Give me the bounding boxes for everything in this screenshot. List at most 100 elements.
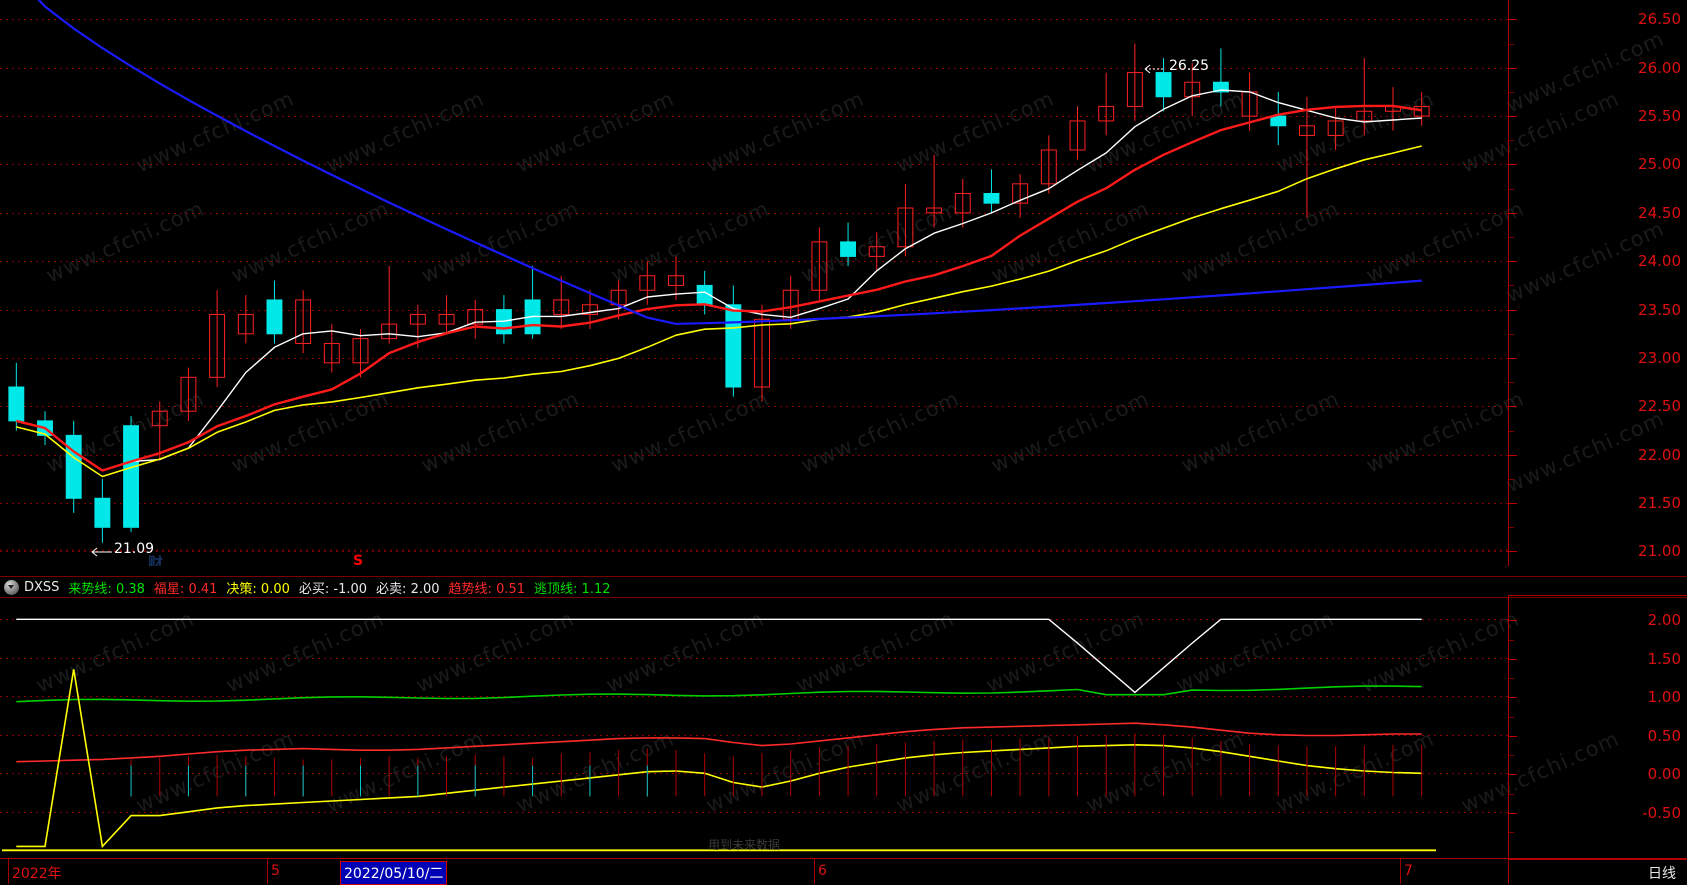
indicator-axis-label: 2.00 (1647, 611, 1681, 630)
price-axis-minor-tick (1509, 43, 1514, 45)
indicator-axis-label: -0.50 (1642, 803, 1681, 822)
indicator-axis-label: 0.00 (1647, 765, 1681, 784)
indicator-field-0: 来势线: 0.38 (68, 578, 144, 597)
dropdown-circle-icon[interactable] (4, 579, 19, 595)
period-label[interactable]: 日线 (1648, 866, 1676, 882)
indicator-axis-minor-tick (1509, 678, 1514, 679)
price-axis-tick (1509, 116, 1517, 118)
indicator-axis-minor-tick (1509, 639, 1514, 641)
price-axis-tick (1509, 357, 1517, 359)
sell-signal-marker: S (353, 553, 364, 566)
price-axis-tick (1509, 164, 1517, 166)
indicator-axis-minor-tick (1509, 755, 1514, 757)
price-axis-label: 23.50 (1638, 300, 1681, 319)
price-axis-minor-tick (1509, 527, 1514, 529)
indicator-field-3-label: 必买: (298, 581, 330, 597)
indicator-field-0-value: 0.38 (115, 581, 145, 597)
high-price-annotation: 26.25 (1169, 58, 1210, 74)
price-axis-tick (1509, 551, 1517, 553)
price-axis-minor-tick (1509, 91, 1514, 93)
price-axis-tick (1509, 261, 1517, 263)
indicator-y-axis[interactable]: -0.50 0.00 0.50 1.00 1.50 2.00 (1508, 595, 1687, 860)
indicator-field-5-label: 趋势线: (448, 581, 492, 597)
indicator-axis-tick (1509, 697, 1517, 699)
price-axis-label: 24.50 (1638, 203, 1681, 222)
price-axis-minor-tick (1509, 237, 1514, 239)
time-tick-3: 7 (1404, 863, 1413, 879)
price-y-axis[interactable]: 21.00 21.50 22.00 22.50 23.00 23.50 24.00 24.50… (1508, 0, 1687, 566)
price-axis-tick (1509, 406, 1517, 408)
indicator-axis-minor-tick (1509, 793, 1514, 795)
indicator-chart-pane[interactable]: 用到未来数据 (0, 600, 1508, 858)
price-axis-label: 23.00 (1638, 348, 1681, 367)
price-axis-tick (1509, 454, 1517, 456)
price-axis-label: 21.00 (1638, 542, 1681, 561)
price-axis-tick (1509, 212, 1517, 214)
time-tick-2: 6 (818, 863, 827, 879)
indicator-axis-minor-tick (1509, 832, 1514, 834)
indicator-axis-tick (1509, 658, 1517, 660)
time-axis-separator (267, 859, 268, 884)
price-chart-pane[interactable]: 26.25 21.09 S 财 (0, 0, 1508, 566)
indicator-field-2-label: 决策: (226, 581, 257, 597)
price-axis-tick (1509, 67, 1517, 69)
indicator-field-4-label: 必卖: (376, 581, 407, 597)
cai-watermark-char: 财 (148, 554, 164, 566)
indicator-field-6-label: 逃顶线: (534, 581, 578, 597)
indicator-field-1: 福星: 0.41 (154, 578, 217, 597)
time-axis-separator (814, 859, 815, 884)
indicator-field-1-value: 0.41 (188, 581, 218, 597)
price-axis-minor-tick (1509, 285, 1514, 287)
indicator-axis-label: 1.50 (1647, 649, 1681, 668)
price-axis-minor-tick (1509, 430, 1514, 432)
time-axis-separator (8, 859, 9, 884)
price-axis-label: 24.00 (1638, 252, 1681, 271)
low-price-annotation: 21.09 (114, 541, 155, 557)
price-axis-label: 25.50 (1638, 107, 1681, 126)
time-axis-right-cell[interactable]: 日线 (1508, 858, 1687, 884)
future-data-warning: 用到未来数据 (708, 838, 781, 852)
indicator-axis-minor-tick (1509, 716, 1514, 718)
time-axis-separator (1400, 859, 1401, 884)
indicator-field-6: 逃顶线: 1.12 (534, 578, 610, 597)
price-axis-label: 22.50 (1638, 397, 1681, 416)
time-tick-0: 2022年 (12, 866, 62, 882)
indicator-name-label: DXSS (24, 579, 60, 595)
price-candlestick-canvas (0, 0, 1508, 557)
indicator-field-1-label: 福星: (153, 581, 185, 597)
selected-date-badge[interactable]: 2022/05/10/二 (340, 861, 448, 885)
time-axis[interactable]: 2022年 5 6 7 2022/05/10/二 (0, 858, 1508, 885)
price-axis-tick (1509, 309, 1517, 311)
price-axis-minor-tick (1509, 188, 1514, 190)
indicator-series-canvas (2, 618, 1436, 852)
indicator-axis-tick (1509, 620, 1517, 622)
price-axis-minor-tick (1509, 333, 1514, 335)
indicator-field-6-value: 1.12 (581, 581, 611, 597)
price-axis-tick (1509, 503, 1517, 505)
indicator-field-2-value: 0.00 (260, 581, 290, 597)
price-axis-label: 26.00 (1638, 58, 1681, 77)
indicator-field-3-value: -1.00 (333, 581, 368, 597)
price-axis-minor-tick (1509, 140, 1514, 142)
indicator-field-4: 必卖: 2.00 (376, 578, 439, 597)
indicator-axis-tick (1509, 774, 1517, 776)
indicator-field-2: 决策: 0.00 (226, 578, 289, 597)
price-axis-label: 25.00 (1638, 155, 1681, 174)
indicator-field-3: 必买: -1.00 (299, 578, 367, 597)
price-axis-tick (1509, 19, 1517, 21)
indicator-field-5: 趋势线: 0.51 (449, 578, 525, 597)
indicator-axis-tick (1509, 735, 1517, 737)
indicator-axis-tick (1509, 812, 1517, 814)
price-axis-label: 22.00 (1638, 445, 1681, 464)
indicator-header-bar[interactable]: DXSS 来势线: 0.38 福星: 0.41 决策: 0.00 必买: -1.… (0, 576, 1687, 598)
price-axis-label: 26.50 (1638, 10, 1681, 29)
indicator-axis-label: 0.50 (1647, 726, 1681, 745)
price-axis-label: 21.50 (1638, 494, 1681, 513)
price-axis-minor-tick (1509, 478, 1514, 480)
time-tick-1: 5 (271, 863, 280, 879)
indicator-field-4-value: 2.00 (410, 581, 440, 597)
indicator-field-5-value: 0.51 (496, 581, 526, 597)
indicator-axis-label: 1.00 (1647, 688, 1681, 707)
price-axis-minor-tick (1509, 382, 1514, 384)
